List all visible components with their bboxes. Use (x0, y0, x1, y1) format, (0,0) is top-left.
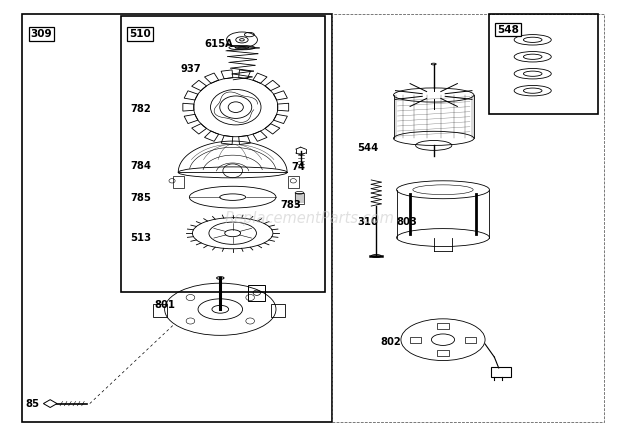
Text: 548: 548 (497, 24, 519, 34)
Bar (271, 304, 285, 317)
Text: 784: 784 (131, 161, 152, 171)
Bar (491, 367, 511, 377)
Text: 615A: 615A (205, 39, 234, 49)
Text: 74: 74 (291, 162, 306, 172)
Text: 803: 803 (397, 218, 417, 227)
Bar (465, 337, 476, 343)
Text: 801: 801 (154, 300, 175, 310)
Bar (248, 285, 265, 301)
Text: 785: 785 (131, 194, 151, 204)
Bar (122, 16, 326, 292)
Text: 802: 802 (380, 337, 401, 347)
Bar (332, 14, 604, 422)
Bar (154, 304, 167, 317)
Text: ReplacementParts.com: ReplacementParts.com (225, 211, 395, 225)
Bar (295, 193, 304, 204)
Text: 85: 85 (25, 399, 40, 409)
Bar (22, 14, 332, 422)
Text: 783: 783 (280, 200, 301, 210)
Bar (173, 176, 184, 188)
Text: 544: 544 (357, 143, 378, 153)
Bar (438, 350, 448, 356)
Bar (410, 337, 421, 343)
Bar (288, 176, 299, 188)
Bar (489, 14, 598, 114)
Text: 937: 937 (180, 65, 201, 75)
Text: 510: 510 (130, 29, 151, 39)
Text: 782: 782 (131, 104, 151, 114)
Text: 309: 309 (30, 29, 52, 39)
Text: 310: 310 (357, 218, 378, 227)
Text: 513: 513 (131, 232, 152, 242)
Bar (438, 323, 448, 329)
